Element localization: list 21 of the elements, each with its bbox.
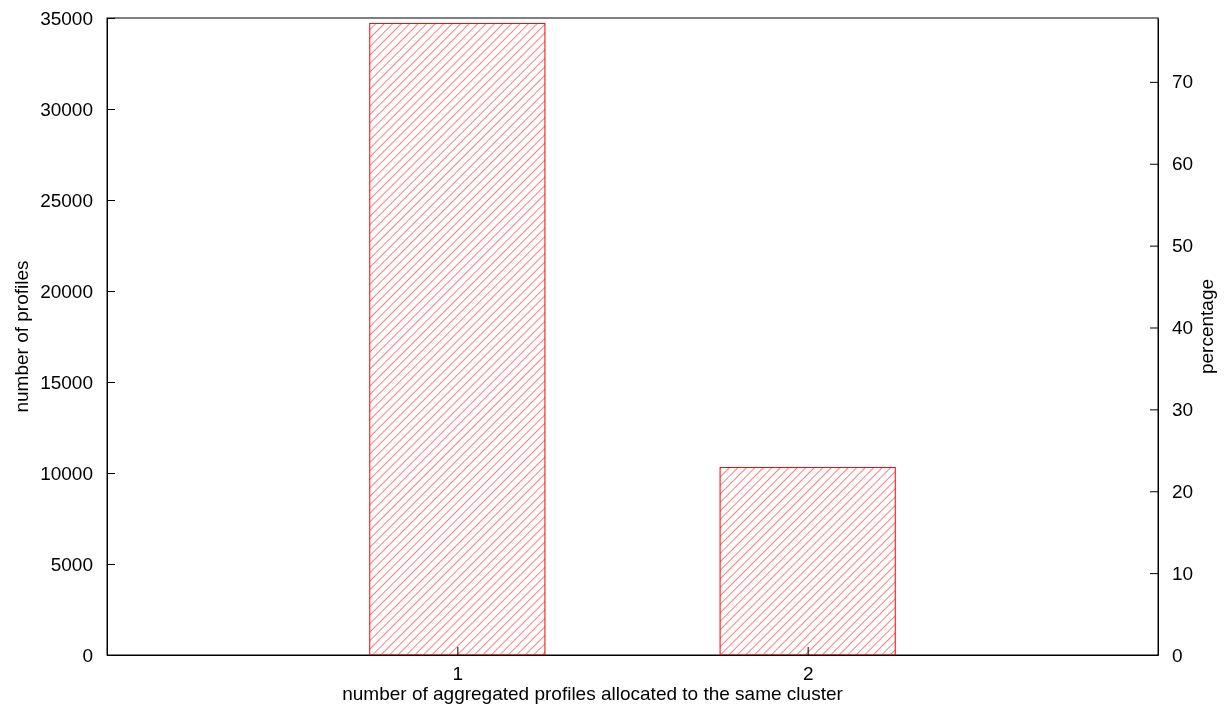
- y2-axis-title: percentage: [1196, 278, 1217, 375]
- y-tick-label: 25000: [40, 189, 93, 211]
- y2-tick-label: 0: [1172, 644, 1183, 666]
- y-tick-label: 20000: [40, 280, 93, 302]
- y-tick-label: 0: [82, 644, 93, 666]
- y2-tick-label: 50: [1172, 235, 1194, 257]
- y2-tick-label: 30: [1172, 398, 1194, 420]
- x-tick-label: 2: [802, 663, 814, 685]
- x-tick-label: 1: [452, 663, 464, 685]
- y2-tick-label: 70: [1172, 71, 1194, 93]
- x-axis-title: number of aggregated profiles allocated to the same cluster: [342, 683, 844, 704]
- y-tick-label: 10000: [40, 462, 93, 484]
- y-tick-label: 35000: [40, 7, 93, 29]
- y2-tick-label: 40: [1172, 317, 1194, 339]
- y-tick-label: 5000: [50, 553, 93, 575]
- y2-tick-label: 10: [1172, 562, 1194, 584]
- y-tick-label: 15000: [40, 371, 93, 393]
- y-tick-label: 30000: [40, 98, 93, 120]
- y2-tick-label: 20: [1172, 480, 1194, 502]
- y-axis-title: number of profiles: [11, 260, 32, 413]
- y2-tick-label: 60: [1172, 153, 1194, 175]
